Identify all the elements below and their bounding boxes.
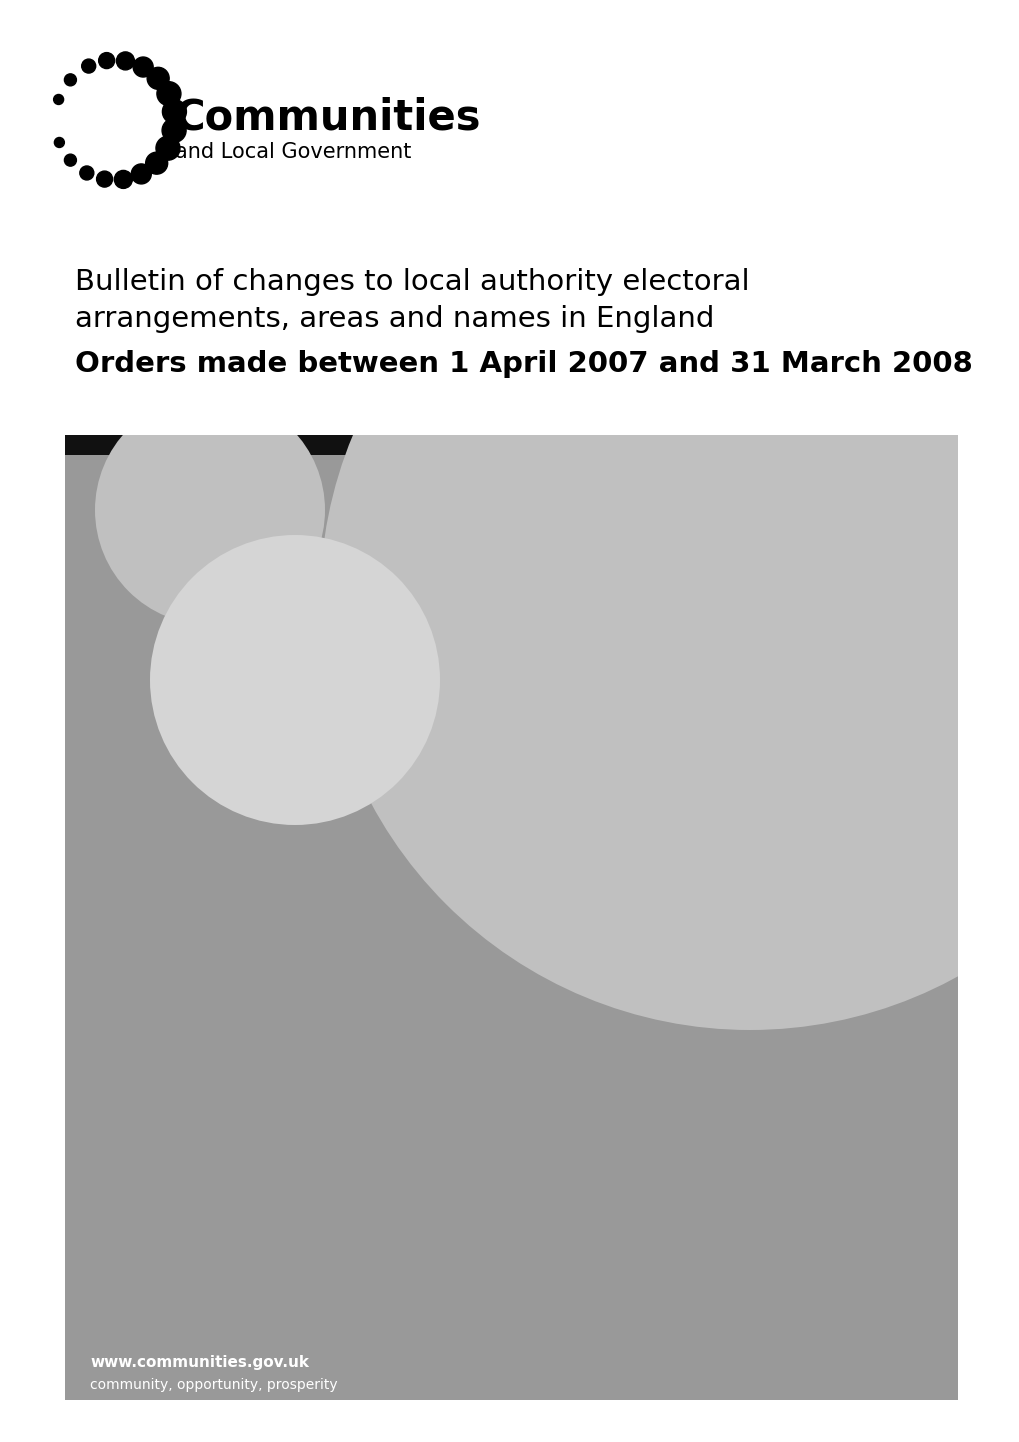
Circle shape: [64, 154, 76, 166]
Circle shape: [95, 395, 325, 624]
Bar: [65, 435, 957, 1400]
Text: www.communities.gov.uk: www.communities.gov.uk: [90, 1355, 309, 1370]
Circle shape: [150, 535, 439, 825]
Circle shape: [162, 99, 186, 124]
Circle shape: [320, 170, 1019, 1030]
Circle shape: [157, 82, 180, 105]
Circle shape: [97, 172, 112, 187]
Bar: [65, 435, 957, 456]
Circle shape: [79, 166, 94, 180]
Circle shape: [54, 137, 64, 147]
Text: arrangements, areas and names in England: arrangements, areas and names in England: [75, 306, 713, 333]
Circle shape: [131, 164, 151, 185]
Circle shape: [64, 74, 76, 87]
Circle shape: [147, 68, 169, 89]
Text: and Local Government: and Local Government: [175, 141, 411, 162]
Circle shape: [54, 95, 63, 104]
Circle shape: [82, 59, 96, 74]
Circle shape: [146, 153, 167, 174]
Text: Communities: Communities: [175, 97, 481, 138]
Circle shape: [99, 52, 114, 69]
Circle shape: [133, 58, 153, 76]
Circle shape: [162, 118, 185, 143]
Circle shape: [116, 52, 135, 69]
Circle shape: [156, 136, 179, 160]
Text: community, opportunity, prosperity: community, opportunity, prosperity: [90, 1379, 337, 1392]
Text: Orders made between 1 April 2007 and 31 March 2008: Orders made between 1 April 2007 and 31 …: [75, 350, 972, 378]
Text: Bulletin of changes to local authority electoral: Bulletin of changes to local authority e…: [75, 268, 749, 296]
Circle shape: [114, 170, 132, 189]
